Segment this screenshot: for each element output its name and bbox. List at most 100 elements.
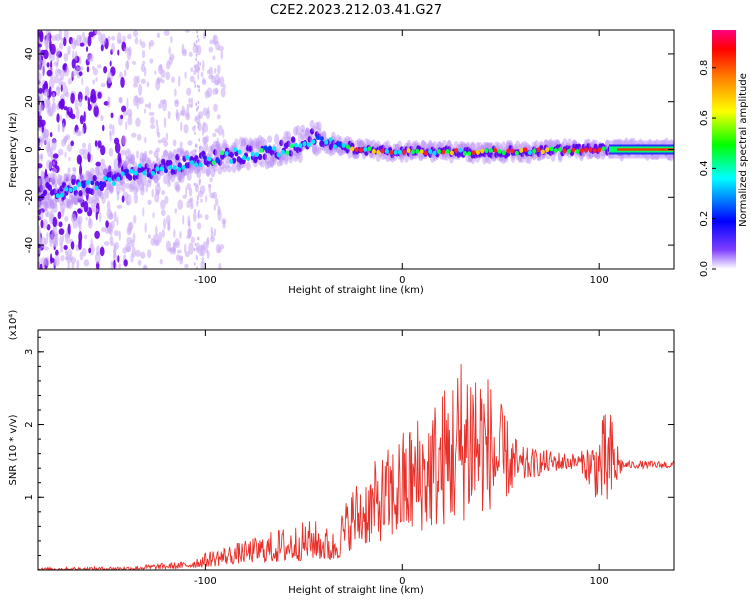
- spectrogram-peak: [410, 149, 415, 155]
- spectrogram-speckle: [132, 60, 137, 65]
- spectrogram-peak: [345, 144, 350, 150]
- spectrogram-halo: [146, 159, 152, 170]
- spectrogram-speckle: [144, 222, 147, 234]
- spectrogram-halo: [106, 182, 112, 190]
- spectrogram-speckle: [123, 259, 128, 267]
- spectrogram-speckle: [195, 144, 197, 148]
- spectrogram-halo: [394, 143, 400, 151]
- spectrogram-speckle: [118, 262, 122, 269]
- spectrogram-speckle: [128, 221, 134, 230]
- spectrogram-speckle: [213, 228, 217, 237]
- spectrogram-halo: [113, 158, 119, 170]
- spectrogram-speckle: [114, 142, 121, 154]
- spectrogram-speckle: [194, 149, 197, 153]
- spectrogram-speckle: [136, 133, 142, 141]
- spectrogram-core: [71, 178, 76, 186]
- spectrogram-halo: [52, 197, 58, 209]
- spectrogram-halo: [212, 140, 218, 147]
- spectrogram-speckle: [94, 30, 100, 36]
- spectrogram-speckle: [208, 46, 214, 53]
- spectrogram-halo: [170, 153, 176, 161]
- spectrogram-speckle: [79, 42, 85, 47]
- spectrogram-peak: [207, 156, 212, 162]
- spectrogram-core: [536, 150, 542, 157]
- spectrogram-halo: [380, 152, 386, 161]
- spectrogram-speckle: [88, 31, 95, 38]
- spectrogram-speckle: [187, 220, 191, 228]
- spectrogram-speckle: [194, 44, 197, 48]
- spectrogram-peak: [514, 150, 519, 156]
- spectrogram-speckle: [55, 48, 61, 55]
- spectrogram-peak: [241, 155, 246, 161]
- spectrogram-halo: [486, 142, 492, 149]
- spectrogram-core: [489, 152, 494, 159]
- spectrogram-halo: [215, 141, 221, 150]
- spectrogram-peak: [523, 147, 528, 153]
- spectrogram-speckle: [158, 103, 162, 109]
- spectrogram-speckle: [78, 98, 83, 108]
- spectrogram-peak: [237, 149, 242, 155]
- spectrogram-speckle: [197, 196, 199, 200]
- spectrogram-speckle: [100, 158, 105, 165]
- spectrogram-halo: [73, 197, 79, 206]
- spectrogram-speckle: [87, 142, 92, 155]
- spectrogram-speckle: [215, 243, 221, 254]
- spectrogram-peak: [116, 176, 121, 182]
- spectrogram-speckle: [155, 79, 161, 91]
- spectrogram-halo: [205, 168, 211, 176]
- spectrogram-speckle: [67, 167, 71, 174]
- spectrogram-core: [279, 139, 284, 147]
- spectrogram-speckle: [47, 109, 54, 117]
- spectrogram-halo: [186, 171, 192, 181]
- spectrogram-speckle: [201, 256, 205, 264]
- spectrogram-speckle: [182, 194, 187, 199]
- spectrogram-speckle: [201, 126, 205, 136]
- spectrogram-speckle: [212, 88, 219, 95]
- spectrogram-speckle: [44, 88, 50, 97]
- spectrogram-speckle: [76, 64, 79, 76]
- spectrogram-core: [248, 145, 253, 152]
- spectrogram-halo: [177, 147, 183, 158]
- spectrogram-halo: [193, 165, 199, 173]
- colorbar-label: Normalized spectral amplitude: [738, 73, 749, 227]
- spectrogram-speckle: [40, 153, 43, 162]
- spectrogram-halo: [80, 173, 86, 181]
- spectrogram-halo: [255, 140, 261, 147]
- spectrogram-speckle: [199, 146, 201, 150]
- spectrogram-speckle: [78, 231, 83, 243]
- spectrogram-core: [38, 186, 41, 193]
- spectrogram-speckle: [174, 208, 178, 214]
- spectrogram-halo: [130, 179, 136, 191]
- spectrogram-speckle: [76, 259, 80, 269]
- spectrogram-speckle: [184, 30, 191, 33]
- spectrogram-speckle: [200, 261, 206, 269]
- spectrogram-halo: [309, 120, 315, 129]
- spectrogram-peak: [233, 147, 238, 152]
- spectrogram-speckle: [100, 82, 106, 88]
- spectrogram-halo: [233, 138, 239, 150]
- spectrogram-speckle: [109, 60, 112, 67]
- spectrogram-speckle: [81, 77, 84, 86]
- spectrogram-speckle: [188, 51, 193, 57]
- spectrogram-speckle: [38, 260, 41, 269]
- spectrogram-speckle: [52, 224, 58, 235]
- spectrogram-speckle: [158, 231, 163, 243]
- spectrogram-peak: [419, 149, 424, 154]
- spectrogram-halo: [500, 141, 506, 153]
- spectrogram-speckle: [198, 67, 200, 71]
- spectrogram-speckle: [116, 204, 123, 209]
- spectrogram-halo: [139, 152, 145, 163]
- spectrogram-peak: [519, 148, 524, 153]
- spectrogram-peak: [250, 151, 255, 157]
- spectrogram-speckle: [64, 151, 67, 159]
- spectrogram-speckle: [74, 99, 79, 110]
- spectrogram-speckle: [129, 112, 132, 119]
- spectrogram-speckle: [196, 200, 199, 204]
- spectrogram-core: [52, 188, 57, 195]
- spectrogram-speckle: [196, 108, 198, 112]
- spectrogram-halo: [156, 157, 162, 167]
- spectrogram-halo: [73, 193, 79, 206]
- spectrogram-halo: [371, 139, 377, 149]
- spectrogram-speckle: [97, 190, 102, 198]
- spectrogram-peak: [406, 148, 411, 153]
